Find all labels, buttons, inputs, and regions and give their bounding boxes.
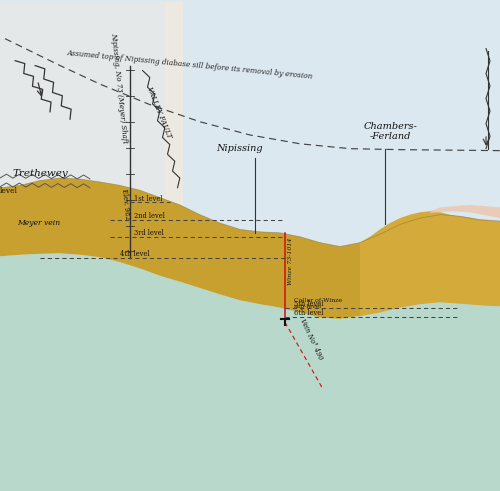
Text: Elev. 982: Elev. 982 [120, 188, 132, 219]
Text: level: level [0, 187, 18, 195]
Text: 5th level: 5th level [294, 300, 324, 308]
Polygon shape [0, 178, 500, 319]
Text: Trethewey: Trethewey [12, 168, 68, 178]
Polygon shape [0, 2, 165, 491]
Text: sub-level: sub-level [294, 303, 322, 309]
Polygon shape [165, 2, 182, 491]
Text: 4th level: 4th level [120, 250, 150, 258]
Text: Chambers-
-Ferland: Chambers- -Ferland [363, 122, 417, 141]
Text: 2nd level: 2nd level [134, 212, 165, 219]
Text: Nipissing: Nipissing [216, 143, 264, 153]
Polygon shape [430, 205, 500, 218]
Polygon shape [182, 2, 500, 491]
Text: 3rd level: 3rd level [134, 229, 164, 237]
Text: 6th level: 6th level [294, 309, 324, 318]
Text: 1st level: 1st level [134, 194, 162, 202]
Text: Assumed top of Nipissing diabase sill before its removal by erosion: Assumed top of Nipissing diabase sill be… [66, 50, 314, 81]
Text: Nipissing, No 73 (Meyer) Shaft: Nipissing, No 73 (Meyer) Shaft [109, 32, 129, 144]
Text: Winze 73-1014: Winze 73-1014 [288, 238, 294, 285]
Text: Vein No° 490: Vein No° 490 [298, 317, 324, 361]
Text: VALLEY FAULT: VALLEY FAULT [145, 85, 173, 139]
Text: Collar of Winze: Collar of Winze [294, 298, 342, 303]
Polygon shape [0, 253, 500, 491]
Polygon shape [360, 211, 500, 316]
Text: Meyer vein: Meyer vein [18, 219, 60, 227]
